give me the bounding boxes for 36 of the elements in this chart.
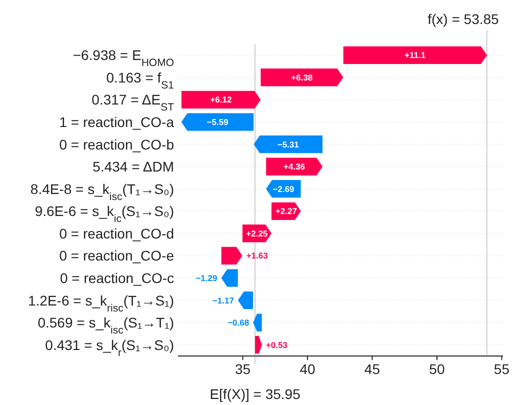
data-label: +6.12 bbox=[210, 94, 232, 105]
ref-line-label: E[f(X)] = 35.95 bbox=[210, 386, 301, 402]
y-tick-label: 0.163 = f$_{S1}$ bbox=[106, 69, 174, 92]
data-label: +4.36 bbox=[284, 162, 306, 172]
data-label: −0.68 bbox=[228, 318, 250, 328]
y-tick-label: 8.4E-8 = s_k$_{isc}$(T₁→S₀) bbox=[30, 180, 174, 203]
y-tick-label: −6.938 = E$_{HOMO}$ bbox=[72, 47, 174, 70]
y-tick-label: 0 = reaction_CO-b bbox=[59, 136, 174, 152]
x-tick-label: 45 bbox=[364, 361, 380, 377]
y-tick-label: 0.431 = s_k$_{r}$(S₁→S₀) bbox=[45, 336, 174, 359]
data-label: +6.38 bbox=[291, 72, 313, 82]
y-tick-label: 5.434 = ΔDM bbox=[92, 158, 174, 175]
data-label: +1.63 bbox=[246, 250, 268, 261]
y-tick-label: 0.317 = ΔE$_{ST}$ bbox=[92, 92, 175, 114]
y-tick-label: 1.2E-6 = s_k$_{risc}$(T₁→S₁) bbox=[28, 292, 174, 314]
data-label: +11.1 bbox=[404, 50, 426, 60]
data-label: −1.29 bbox=[196, 273, 218, 283]
ref-line-label: f(x) = 53.85 bbox=[428, 11, 500, 27]
y-tick-label: 1 = reaction_CO-a bbox=[59, 114, 174, 130]
data-label: +0.53 bbox=[266, 340, 288, 350]
data-label: +2.25 bbox=[246, 228, 268, 238]
y-tick-label: 0 = reaction_CO-e bbox=[59, 248, 174, 264]
data-label: −5.59 bbox=[206, 117, 229, 127]
bar bbox=[343, 46, 487, 64]
data-label: −1.17 bbox=[212, 295, 234, 306]
y-tick-label: 0.569 = s_k$_{isc}$(S₁→T₁) bbox=[38, 314, 174, 337]
y-tick-label: 0 = reaction_CO-c bbox=[60, 270, 174, 286]
x-tick-label: 40 bbox=[300, 361, 316, 377]
data-label: +2.27 bbox=[275, 206, 298, 216]
y-tick-label: 9.6E-6 = s_k$_{ic}$(S₁→S₀) bbox=[34, 203, 174, 226]
x-tick-label: 35 bbox=[234, 361, 251, 377]
data-label: −5.31 bbox=[277, 139, 300, 150]
x-tick-label: 50 bbox=[429, 361, 445, 377]
x-tick-label: 55 bbox=[494, 361, 510, 377]
y-tick-label: 0 = reaction_CO-d bbox=[59, 225, 174, 242]
data-label: −2.69 bbox=[272, 184, 294, 194]
